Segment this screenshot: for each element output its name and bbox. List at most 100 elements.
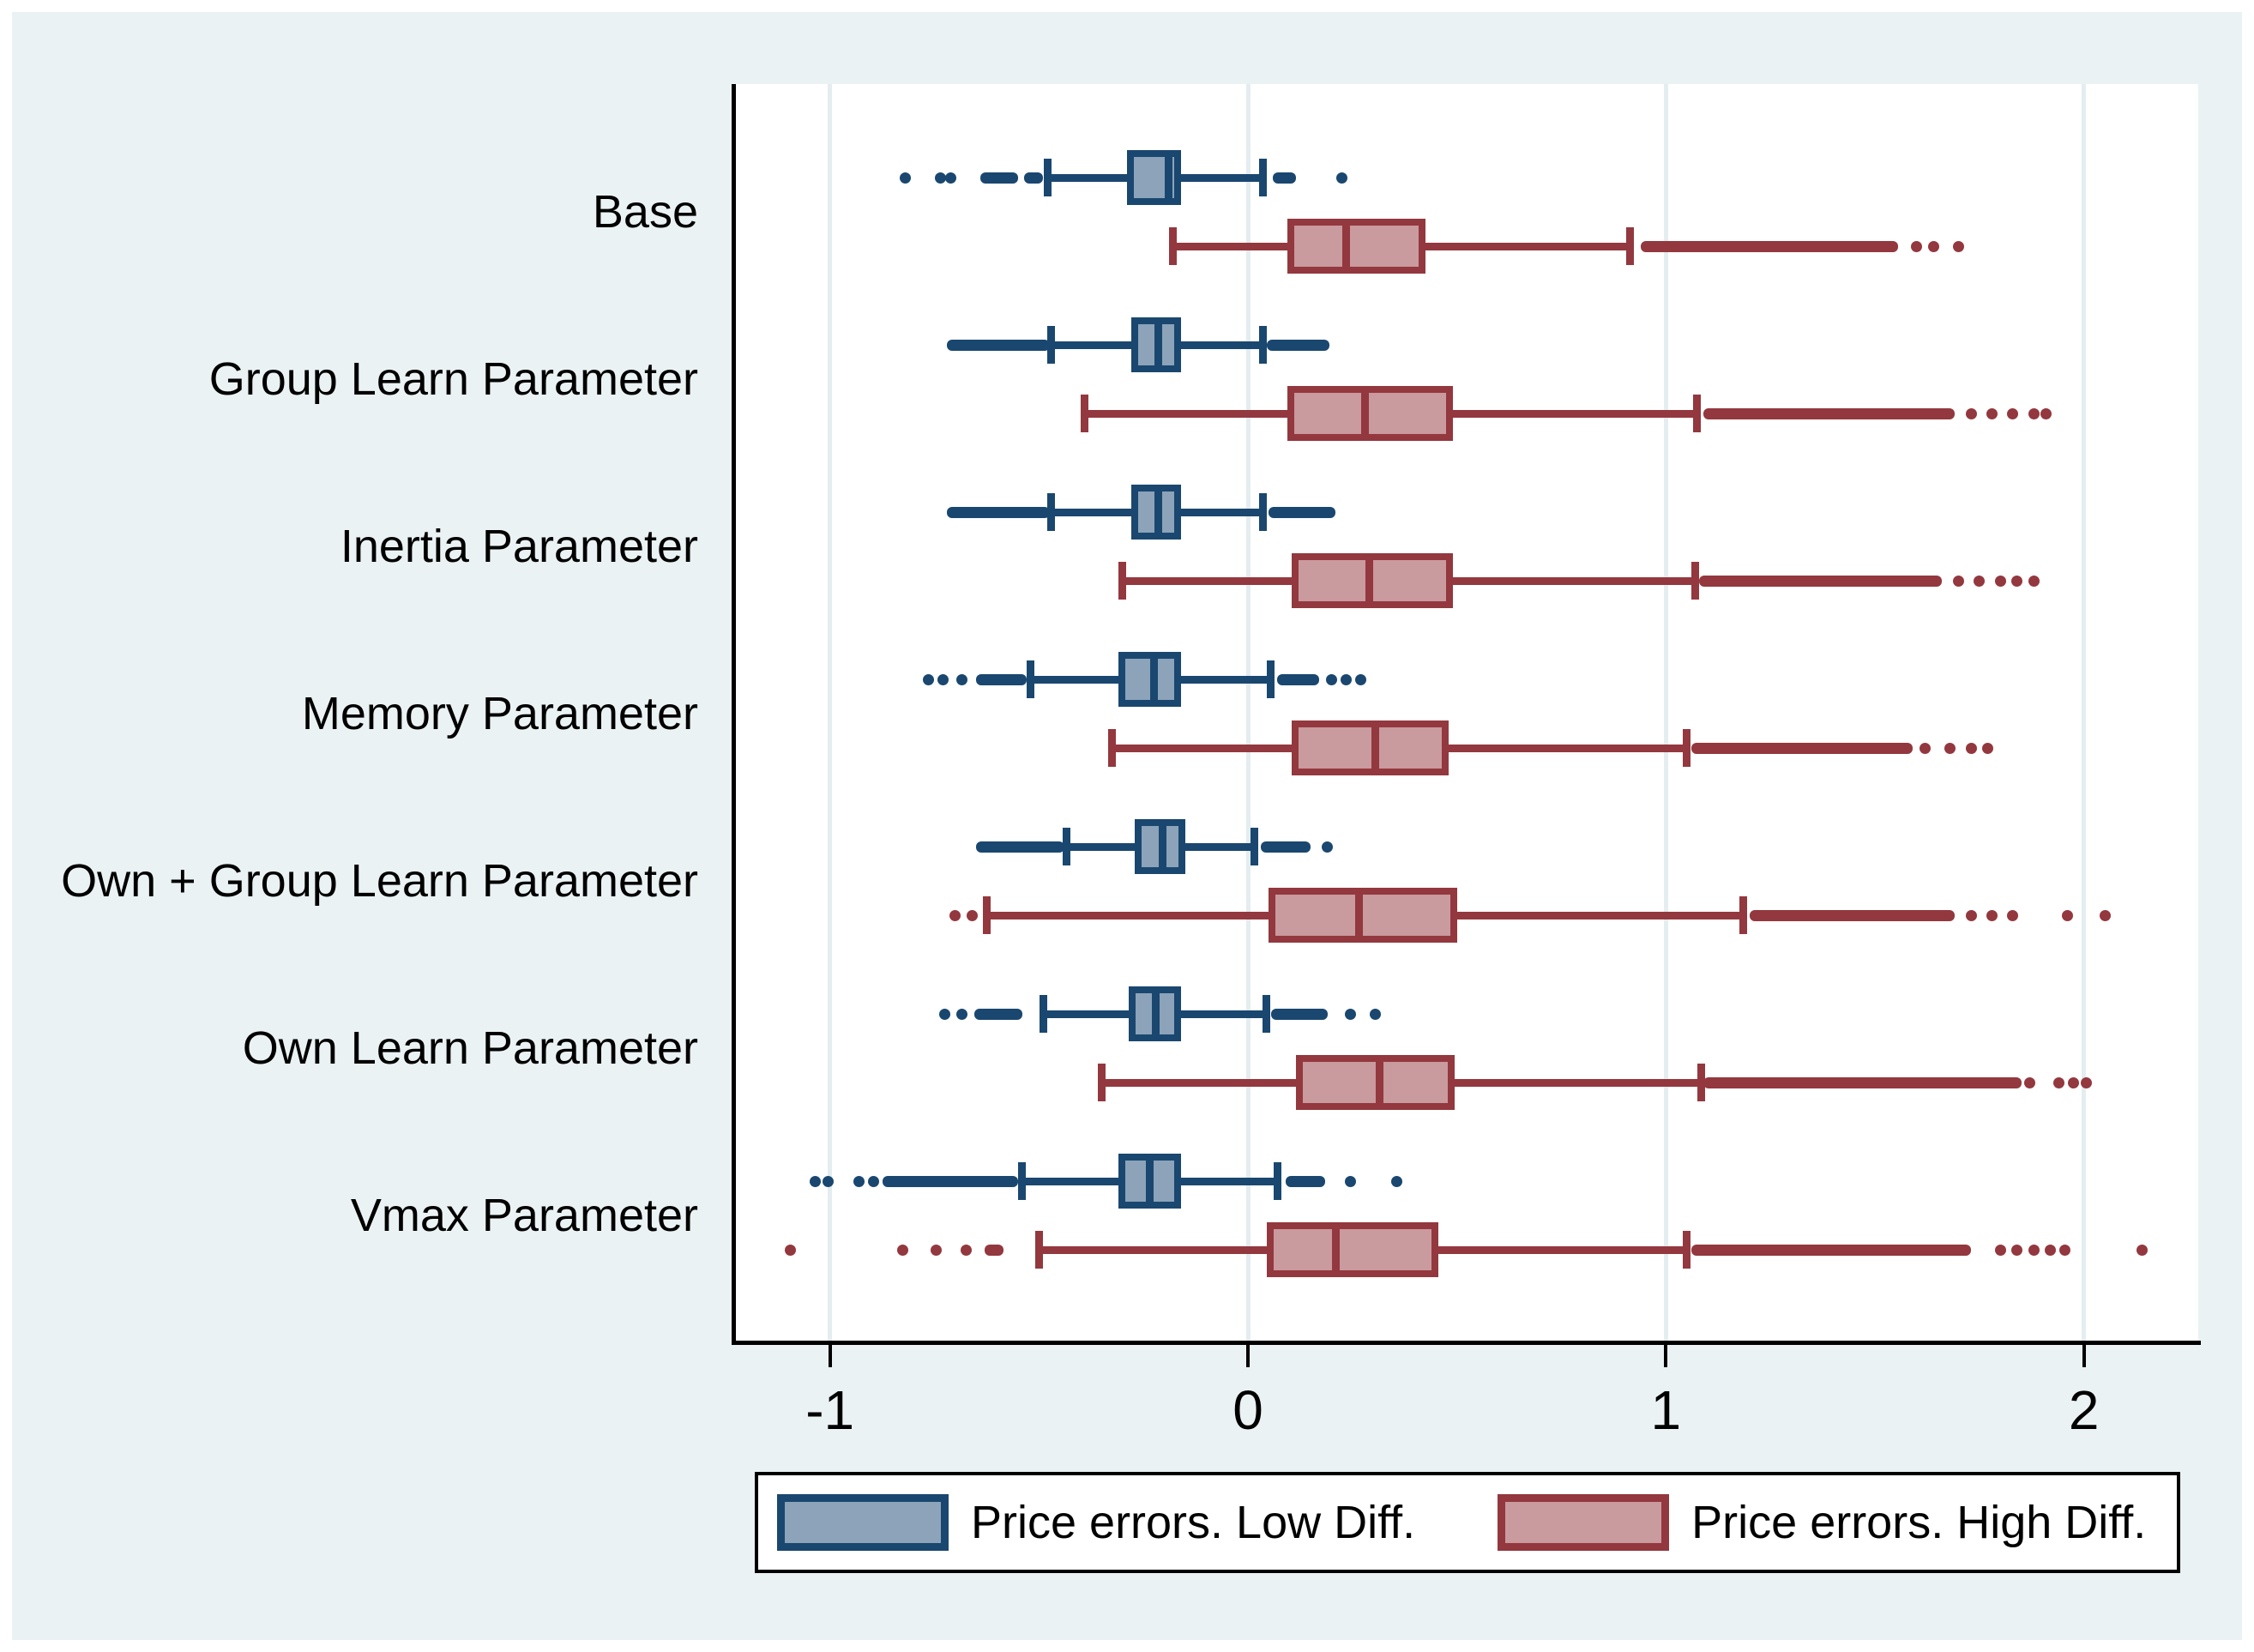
boxplot-vmax-parameter-low-diff-outlier-dot-2	[853, 1175, 865, 1187]
boxplot-own-group-learn-parameter-low-diff-whisker-left	[1066, 842, 1136, 851]
gridline-1	[1663, 84, 1668, 1341]
boxplot-group-learn-parameter-high-diff-outlier-dot-2	[2007, 407, 2019, 419]
boxplot-vmax-parameter-high-diff-median	[1331, 1222, 1340, 1277]
boxplot-own-group-learn-parameter-high-diff-whisker-right	[1456, 911, 1744, 919]
boxplot-own-learn-parameter-high-diff-outlier-band-0	[1703, 1076, 2022, 1088]
boxplot-base-high-diff-box	[1287, 219, 1426, 274]
y-axis-line	[732, 84, 736, 1345]
boxplot-own-learn-parameter-high-diff-outlier-dot-0	[2023, 1076, 2035, 1088]
boxplot-own-learn-parameter-high-diff-box	[1296, 1055, 1455, 1110]
x-tick-label-2: 2	[2068, 1379, 2100, 1441]
boxplot-base-low-diff-cap-high	[1258, 159, 1267, 196]
boxplot-own-group-learn-parameter-high-diff-outlier-dot-3	[1986, 909, 1998, 921]
boxplot-base-low-diff-outlier-dot-1	[935, 172, 947, 184]
boxplot-group-learn-parameter-high-diff-median	[1360, 386, 1369, 441]
boxplot-inertia-parameter-high-diff-outlier-dot-3	[2011, 575, 2023, 587]
boxplot-group-learn-parameter-low-diff-whisker-right	[1181, 341, 1263, 349]
boxplot-own-group-learn-parameter-high-diff-box	[1269, 888, 1457, 943]
boxplot-base-low-diff-outlier-band-1	[1024, 172, 1044, 184]
legend: Price errors. Low Diff. Price errors. Hi…	[755, 1472, 2180, 1573]
category-label-vmax-parameter: Vmax Parameter	[350, 1190, 698, 1241]
boxplot-own-learn-parameter-high-diff-median	[1376, 1055, 1383, 1110]
boxplot-vmax-parameter-low-diff-outlier-band-0	[882, 1175, 1018, 1187]
boxplot-base-low-diff-whisker-left	[1047, 173, 1127, 182]
boxplot-memory-parameter-low-diff-outlier-band-0	[976, 673, 1027, 685]
boxplot-inertia-parameter-low-diff-cap-high	[1258, 493, 1267, 531]
boxplot-vmax-parameter-low-diff-whisker-left	[1022, 1177, 1118, 1185]
boxplot-own-group-learn-parameter-low-diff-cap-low	[1062, 828, 1070, 865]
boxplot-own-group-learn-parameter-high-diff-outlier-dot-1	[966, 909, 978, 921]
boxplot-memory-parameter-low-diff-outlier-dot-3	[1325, 673, 1337, 685]
boxplot-own-learn-parameter-low-diff-cap-low	[1039, 995, 1047, 1033]
boxplot-vmax-parameter-high-diff-outlier-band-0	[984, 1244, 1003, 1256]
boxplot-group-learn-parameter-high-diff-box	[1287, 386, 1453, 441]
boxplot-own-group-learn-parameter-high-diff-outlier-dot-5	[2061, 909, 2073, 921]
boxplot-base-low-diff-outlier-dot-3	[1336, 172, 1348, 184]
x-tick-label-0: 0	[1232, 1379, 1263, 1441]
boxplot-own-learn-parameter-low-diff-outlier-band-0	[973, 1008, 1022, 1020]
boxplot-vmax-parameter-high-diff-outlier-dot-5	[2011, 1244, 2023, 1256]
boxplot-vmax-parameter-high-diff-outlier-dot-2	[931, 1244, 943, 1256]
boxplot-own-group-learn-parameter-high-diff-outlier-band-0	[1749, 909, 1955, 921]
boxplot-inertia-parameter-high-diff-outlier-dot-4	[2028, 575, 2040, 587]
x-axis-line	[732, 1341, 2201, 1345]
boxplot-own-learn-parameter-high-diff-outlier-dot-2	[2067, 1076, 2079, 1088]
boxplot-memory-parameter-low-diff-median	[1149, 652, 1158, 707]
boxplot-vmax-parameter-high-diff-outlier-dot-9	[2136, 1244, 2149, 1256]
boxplot-vmax-parameter-low-diff-outlier-dot-0	[810, 1175, 822, 1187]
boxplot-memory-parameter-high-diff-outlier-band-0	[1690, 742, 1913, 754]
boxplot-memory-parameter-low-diff-cap-high	[1267, 660, 1275, 698]
category-label-own-group-learn-parameter: Own + Group Learn Parameter	[61, 855, 698, 907]
boxplot-own-learn-parameter-high-diff-whisker-right	[1455, 1078, 1702, 1087]
boxplot-vmax-parameter-high-diff-outlier-dot-7	[2045, 1244, 2057, 1256]
boxplot-own-learn-parameter-high-diff-outlier-dot-1	[2052, 1076, 2064, 1088]
boxplot-group-learn-parameter-low-diff-outlier-band-1	[1266, 339, 1330, 351]
boxplot-own-learn-parameter-high-diff-cap-high	[1697, 1064, 1706, 1101]
boxplot-own-group-learn-parameter-high-diff-whisker-left	[986, 911, 1269, 919]
boxplot-vmax-parameter-high-diff-outlier-band-1	[1690, 1244, 1972, 1256]
boxplot-group-learn-parameter-high-diff-whisker-left	[1084, 409, 1288, 418]
boxplot-base-low-diff-median	[1164, 150, 1172, 205]
boxplot-own-learn-parameter-low-diff-cap-high	[1263, 995, 1271, 1033]
boxplot-base-low-diff-outlier-band-0	[980, 172, 1018, 184]
boxplot-memory-parameter-low-diff-outlier-band-1	[1277, 673, 1319, 685]
plot-area	[735, 84, 2198, 1341]
boxplot-own-group-learn-parameter-high-diff-outlier-dot-0	[949, 909, 961, 921]
boxplot-memory-parameter-high-diff-cap-high	[1683, 729, 1691, 767]
boxplot-inertia-parameter-high-diff-outlier-dot-0	[1952, 575, 1964, 587]
boxplot-own-learn-parameter-low-diff-outlier-dot-3	[1370, 1008, 1382, 1020]
boxplot-memory-parameter-high-diff-outlier-dot-1	[1944, 742, 1956, 754]
category-label-memory-parameter: Memory Parameter	[301, 688, 698, 739]
boxplot-own-learn-parameter-low-diff-outlier-dot-1	[955, 1008, 967, 1020]
boxplot-vmax-parameter-high-diff-cap-high	[1683, 1231, 1691, 1269]
boxplot-inertia-parameter-low-diff-median	[1154, 485, 1162, 540]
boxplot-vmax-parameter-low-diff-outlier-dot-3	[868, 1175, 880, 1187]
boxplot-base-low-diff-cap-low	[1043, 159, 1052, 196]
boxplot-own-group-learn-parameter-low-diff-median	[1158, 819, 1166, 874]
boxplot-vmax-parameter-high-diff-whisker-left	[1039, 1245, 1267, 1254]
boxplot-memory-parameter-high-diff-outlier-dot-2	[1965, 742, 1977, 754]
boxplot-base-high-diff-median	[1342, 219, 1351, 274]
boxplot-own-learn-parameter-high-diff-cap-low	[1097, 1064, 1106, 1101]
boxplot-vmax-parameter-low-diff-cap-high	[1273, 1162, 1281, 1200]
boxplot-base-low-diff-box	[1126, 150, 1182, 205]
boxplot-group-learn-parameter-low-diff-cap-high	[1258, 326, 1267, 364]
boxplot-memory-parameter-high-diff-cap-low	[1108, 729, 1117, 767]
boxplot-memory-parameter-low-diff-outlier-dot-2	[955, 673, 967, 685]
x-tick-label--1: -1	[805, 1379, 855, 1441]
boxplot-memory-parameter-low-diff-box	[1118, 652, 1182, 707]
boxplot-own-group-learn-parameter-low-diff-cap-high	[1250, 828, 1258, 865]
gridline-2	[2082, 84, 2087, 1341]
boxplot-inertia-parameter-high-diff-median	[1365, 553, 1373, 608]
boxplot-own-group-learn-parameter-high-diff-cap-high	[1739, 896, 1747, 934]
boxplot-base-low-diff-outlier-band-2	[1273, 172, 1297, 184]
legend-label-high-diff: Price errors. High Diff.	[1691, 1497, 2147, 1548]
boxplot-memory-parameter-high-diff-whisker-right	[1448, 744, 1687, 752]
boxplot-inertia-parameter-high-diff-whisker-left	[1122, 576, 1293, 585]
boxplot-own-learn-parameter-low-diff-outlier-band-1	[1270, 1008, 1328, 1020]
low-diff-swatch	[777, 1494, 949, 1551]
boxplot-inertia-parameter-high-diff-outlier-band-0	[1699, 575, 1942, 587]
legend-item-low-diff: Price errors. Low Diff.	[777, 1494, 1415, 1551]
boxplot-base-high-diff-outlier-band-0	[1641, 240, 1898, 252]
boxplot-base-high-diff-whisker-left	[1172, 242, 1288, 250]
